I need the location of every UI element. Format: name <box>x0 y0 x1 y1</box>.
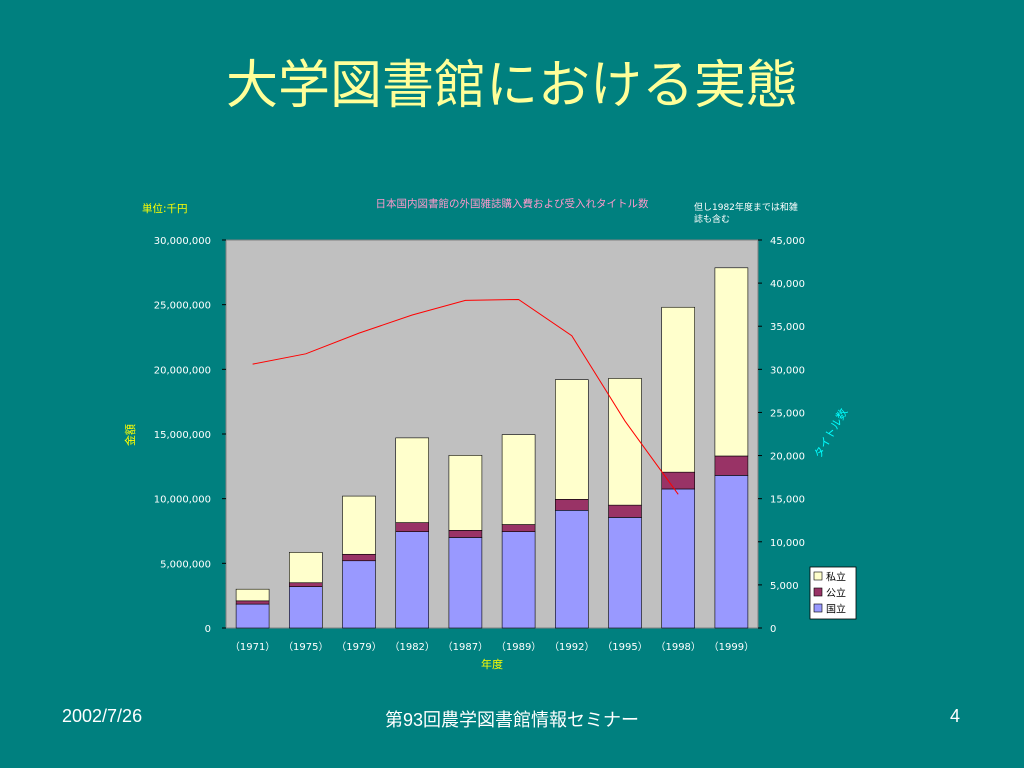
left-axis-tick-label: 10,000,000 <box>154 495 211 506</box>
bar-national <box>714 475 749 629</box>
chart-title: 日本国内図書館の外国雑誌購入費および受入れタイトル数 <box>376 197 649 210</box>
bar-national <box>342 560 376 629</box>
left-axis-tick-label: 15,000,000 <box>154 430 211 441</box>
right-axis-tick-label: 15,000 <box>770 495 805 506</box>
right-axis-tick-label: 10,000 <box>770 538 805 549</box>
left-axis-tick-label: 25,000,000 <box>154 301 211 312</box>
left-axis-tick-label: 30,000,000 <box>154 236 211 247</box>
bar-national <box>235 603 270 629</box>
right-axis-tick-label: 0 <box>770 624 776 635</box>
x-tick-label: （1995） <box>602 641 647 653</box>
legend-label: 私立 <box>826 571 846 584</box>
bar-public <box>661 471 695 490</box>
x-tick-label: （1987） <box>443 641 488 653</box>
bar-national <box>608 517 642 629</box>
bar-private <box>555 379 589 500</box>
bar-private <box>608 378 642 506</box>
right-axis-tick-label: 20,000 <box>770 452 805 463</box>
right-axis-label: タイトル数 <box>812 406 851 460</box>
right-axis-tick-label: 45,000 <box>770 236 805 247</box>
bar-public <box>448 530 483 538</box>
x-tick-label: （1971） <box>230 641 275 653</box>
x-tick-label: （1999） <box>709 641 754 653</box>
right-axis-tick-label: 25,000 <box>770 408 805 419</box>
x-tick-label: （1982） <box>389 641 434 653</box>
bar-national <box>501 531 536 629</box>
right-axis-tick-label: 40,000 <box>770 279 805 290</box>
bar-national <box>448 537 483 629</box>
bar-national <box>289 586 323 629</box>
bar-private <box>448 455 483 531</box>
x-tick-label: （1998） <box>655 641 700 653</box>
x-tick-label: （1992） <box>549 641 594 653</box>
slide-title: 大学図書館における実態 <box>225 56 798 116</box>
bar-private <box>395 437 429 523</box>
left-axis-label: 金額 <box>123 424 137 446</box>
chart-note-line-2: 誌も含む <box>694 213 730 225</box>
legend-label: 国立 <box>826 603 846 616</box>
unit-label: 単位:千円 <box>142 202 188 215</box>
bar-public <box>289 582 323 587</box>
bar-national <box>555 510 589 629</box>
bar-public <box>395 522 429 532</box>
x-tick-label: （1989） <box>496 641 541 653</box>
bar-public <box>555 499 589 511</box>
bar-national <box>661 488 695 629</box>
bar-private <box>235 588 270 602</box>
bar-private <box>289 552 323 584</box>
page-number: 4 <box>950 706 961 726</box>
x-axis-label: 年度 <box>481 657 503 671</box>
x-tick-label: （1979） <box>336 641 381 653</box>
legend-swatch <box>813 603 823 613</box>
footer-seminar-name: 第93回農学図書館情報セミナー <box>384 710 640 730</box>
footer-date: 2002/7/26 <box>62 706 143 726</box>
bar-public <box>608 504 642 518</box>
bar-public <box>714 455 749 476</box>
bar-public <box>235 600 270 605</box>
bar-national <box>395 531 429 629</box>
left-axis-tick-label: 5,000,000 <box>160 559 211 570</box>
legend-swatch <box>813 571 823 581</box>
bar-private <box>661 306 695 473</box>
right-axis-tick-label: 35,000 <box>770 322 805 333</box>
right-axis-tick-label: 5,000 <box>770 581 799 592</box>
x-tick-label: （1975） <box>283 641 328 653</box>
bar-public <box>342 553 376 562</box>
left-axis-tick-label: 0 <box>205 624 211 635</box>
legend-label: 公立 <box>826 587 846 600</box>
bar-private <box>342 495 376 555</box>
chart-note: 但し1982年度までは和雑 <box>694 201 798 213</box>
legend-swatch <box>813 587 823 597</box>
bar-private <box>501 434 536 525</box>
bar-public <box>501 524 536 532</box>
title-count-line <box>252 298 679 495</box>
left-axis-tick-label: 20,000,000 <box>154 365 211 376</box>
right-axis-tick-label: 30,000 <box>770 365 805 376</box>
bar-private <box>714 267 749 457</box>
